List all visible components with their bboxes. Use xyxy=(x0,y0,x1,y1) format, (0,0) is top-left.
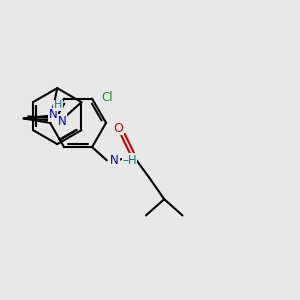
Text: N: N xyxy=(58,115,67,128)
Text: N: N xyxy=(49,108,57,122)
Text: Cl: Cl xyxy=(101,91,112,104)
Text: –H: –H xyxy=(122,154,137,167)
Text: O: O xyxy=(114,122,124,135)
Text: N: N xyxy=(110,154,119,167)
Text: H: H xyxy=(54,100,62,110)
